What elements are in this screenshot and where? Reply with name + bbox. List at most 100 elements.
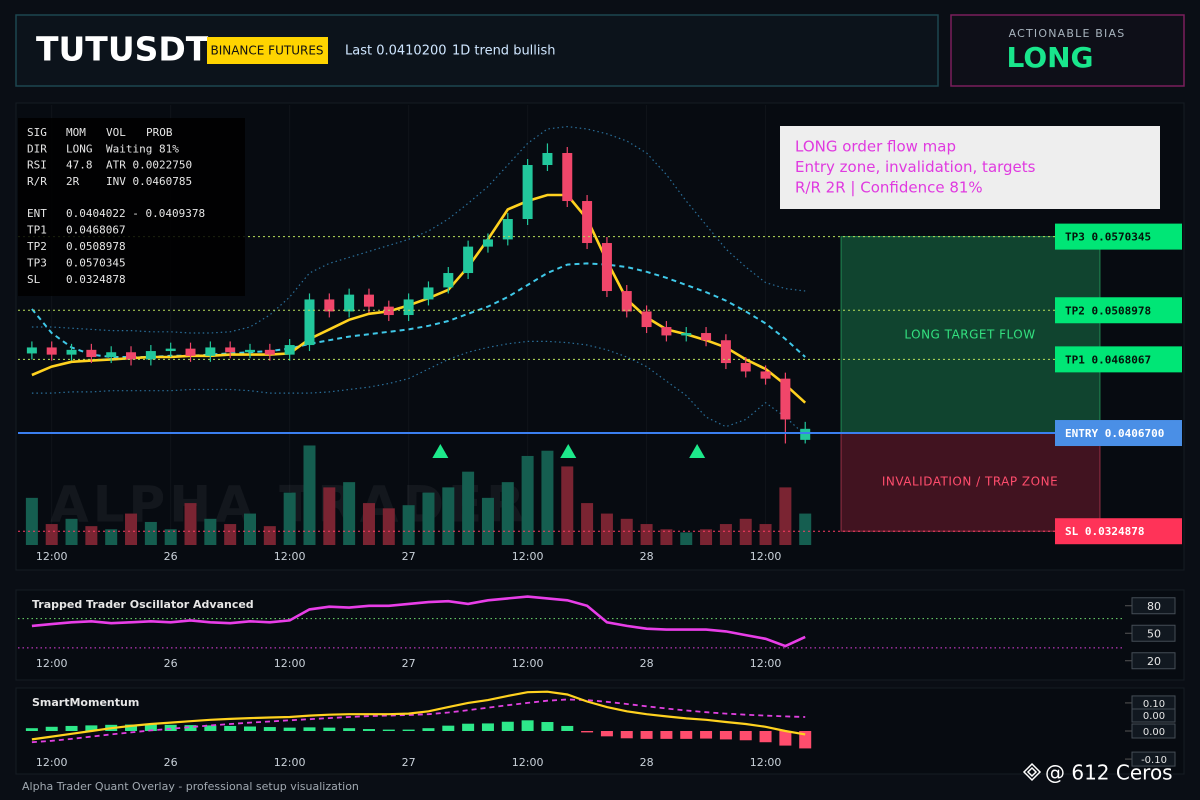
y-tick-label: 0.00 (1143, 727, 1165, 738)
volume-bar (362, 503, 375, 545)
x-tick-label: 12:00 (512, 756, 544, 769)
x-tick-label: 27 (402, 657, 416, 670)
signal-marker (689, 444, 706, 458)
candle-body (740, 363, 751, 372)
tick-badge (1131, 624, 1176, 642)
volume-bar (144, 521, 157, 545)
stats-cell: 0.0404022 - 0.0409378 (66, 207, 205, 220)
candle-body (601, 243, 612, 292)
x-tick-label: 12:00 (36, 657, 68, 670)
volume-bar (105, 529, 118, 545)
candle-body (205, 347, 216, 356)
volume-bar (204, 518, 217, 545)
volume-bar (521, 455, 534, 545)
histogram-bar (184, 725, 197, 731)
histogram-bar (501, 721, 514, 731)
stats-cell: VOL (106, 126, 126, 139)
volume-bar (600, 513, 613, 545)
zone-label: INVALIDATION / TRAP ZONE (882, 475, 1058, 489)
candle-body (363, 294, 374, 307)
x-tick-label: 28 (640, 756, 654, 769)
x-tick-label: 26 (164, 756, 178, 769)
x-tick-label: 12:00 (274, 756, 306, 769)
x-tick-label: 12:00 (750, 756, 782, 769)
histogram-bar (620, 731, 633, 739)
stats-cell: SIG (27, 126, 47, 139)
volume-bar (581, 503, 594, 545)
histogram-bar (462, 723, 475, 731)
level-tag (1055, 297, 1182, 324)
histogram-bar (759, 731, 772, 743)
bias-panel (950, 14, 1185, 87)
candle-body (304, 299, 315, 346)
x-tick-label: 12:00 (274, 550, 306, 563)
histogram-bar (660, 731, 673, 739)
histogram-bar (561, 725, 574, 731)
footer: Alpha Trader Quant Overlay - professiona… (22, 780, 359, 793)
volume-bar (700, 529, 713, 545)
candle-body (403, 299, 414, 316)
volume-bar (541, 450, 554, 545)
candle-body (760, 371, 771, 379)
volume-bar (442, 487, 455, 545)
stats-cell: INV 0.0460785 (106, 175, 192, 188)
level-tag (1055, 223, 1182, 250)
x-tick-label: 12:00 (512, 550, 544, 563)
volume-bar (303, 445, 316, 545)
level-tag-label: SL 0.0324878 (1065, 525, 1144, 538)
candle-body (542, 153, 553, 166)
y-tick-label: 80 (1147, 600, 1161, 613)
level-tag-label: TP1 0.0468067 (1065, 353, 1151, 366)
histogram-bar (45, 726, 58, 731)
stats-cell: PROB (146, 126, 173, 139)
volume-bar (422, 492, 435, 545)
note-line: R/R 2R | Confidence 81% (795, 179, 983, 197)
stats-cell: 2R (66, 175, 80, 188)
signal-marker (560, 444, 577, 458)
volume-bar (25, 497, 38, 545)
candle-body (86, 349, 97, 358)
histogram-bar (144, 724, 157, 731)
level-tag (1055, 346, 1182, 373)
histogram-bar (65, 725, 78, 731)
x-tick-label: 26 (164, 550, 178, 563)
stats-cell: 0.0324878 (66, 273, 126, 286)
histogram-bar (700, 731, 713, 739)
stats-cell: ATR 0.0022750 (106, 159, 192, 172)
histogram-bar (224, 725, 237, 731)
x-tick-label: 12:00 (274, 657, 306, 670)
zone (840, 432, 1101, 532)
level-tag (1055, 420, 1182, 447)
credit-icon (1022, 762, 1042, 782)
histogram-bar (362, 729, 375, 731)
stats-cell: ENT (27, 207, 47, 220)
candle-body (165, 348, 176, 352)
histogram-bar (343, 728, 356, 731)
trend: 1D trend bullish (452, 44, 556, 59)
tick-badge (1131, 723, 1176, 739)
candle-body (344, 294, 355, 312)
volume-bar (660, 529, 673, 545)
volume-bar (45, 524, 58, 545)
volume-bar (85, 526, 98, 545)
histogram-bar (541, 722, 554, 731)
x-tick-label: 26 (164, 657, 178, 670)
candle-body (720, 340, 731, 364)
y-tick-label: 0.10 (1143, 699, 1165, 710)
stats-cell: MOM (66, 126, 86, 139)
exchange-badge (207, 37, 328, 64)
candle-body (562, 153, 573, 202)
x-tick-label: 12:00 (36, 756, 68, 769)
y-tick-label: 50 (1147, 627, 1161, 640)
histogram-bar (521, 720, 534, 731)
volume-bar (620, 518, 633, 545)
overlay-line (31, 193, 807, 404)
bias-label: ACTIONABLE BIAS (1009, 27, 1126, 40)
histogram-bar (739, 731, 752, 741)
exchange: BINANCE FUTURES (210, 44, 323, 58)
volume-bar (323, 487, 336, 545)
stats-cell: Waiting 81% (106, 142, 179, 155)
histogram-bar (581, 731, 594, 733)
stats-cell: TP1 (27, 224, 47, 237)
stats-cell: 47.8 (66, 159, 93, 172)
